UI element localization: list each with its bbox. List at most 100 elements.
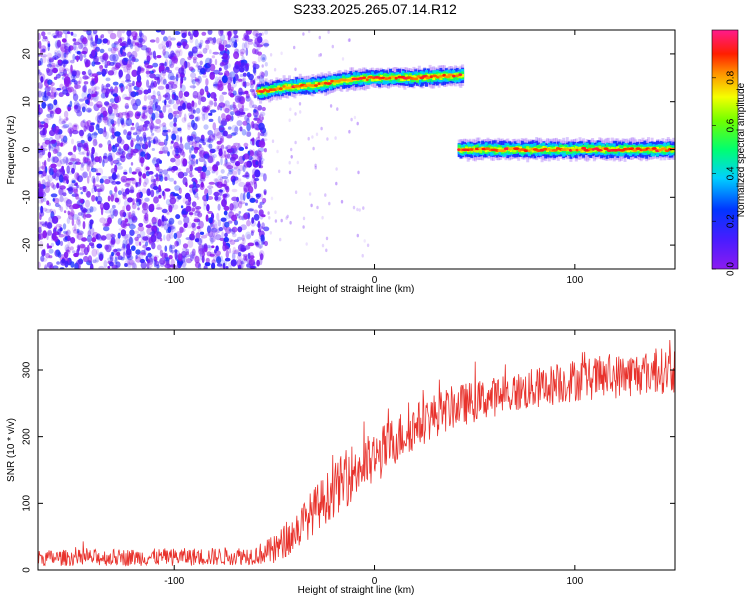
noise-speckle bbox=[49, 140, 56, 145]
noise-speckle bbox=[195, 232, 201, 239]
noise-speckle bbox=[238, 91, 246, 95]
noise-speckle bbox=[174, 185, 181, 191]
noise-speckle bbox=[146, 79, 150, 88]
noise-speckle bbox=[146, 136, 152, 140]
noise-speckle bbox=[130, 41, 137, 47]
noise-speckle bbox=[239, 111, 246, 115]
noise-speckle bbox=[130, 148, 134, 156]
noise-speckle bbox=[60, 52, 65, 59]
noise-speckle bbox=[42, 95, 49, 102]
noise-speckle bbox=[111, 180, 117, 185]
noise-speckle bbox=[65, 117, 69, 121]
noise-speckle bbox=[232, 101, 236, 106]
noise-speckle bbox=[38, 82, 43, 89]
noise-speckle bbox=[140, 158, 144, 167]
noise-speckle bbox=[56, 142, 62, 147]
noise-speckle bbox=[194, 136, 201, 143]
noise-speckle bbox=[52, 184, 56, 190]
noise-speckle bbox=[247, 195, 254, 200]
noise-speckle bbox=[227, 35, 231, 41]
noise-speckle bbox=[58, 72, 65, 76]
noise-speckle bbox=[152, 98, 159, 105]
noise-speckle bbox=[145, 70, 151, 75]
noise-speckle bbox=[126, 255, 132, 261]
noise-speckle bbox=[58, 134, 65, 139]
noise-speckle bbox=[241, 129, 247, 136]
noise-speckle bbox=[50, 81, 55, 87]
noise-speckle bbox=[53, 92, 57, 98]
noise-speckle bbox=[237, 101, 245, 110]
noise-speckle bbox=[117, 232, 121, 239]
noise-speckle bbox=[181, 117, 187, 123]
noise-speckle bbox=[116, 197, 121, 205]
noise-speckle bbox=[104, 68, 108, 74]
noise-speckle bbox=[173, 122, 177, 127]
noise-speckle bbox=[102, 85, 108, 90]
noise-speckle bbox=[203, 265, 208, 269]
noise-speckle bbox=[221, 198, 227, 208]
noise-speckle bbox=[214, 58, 218, 66]
noise-speckle bbox=[212, 122, 217, 131]
noise-speckle bbox=[182, 102, 186, 110]
noise-speckle bbox=[189, 172, 193, 178]
noise-speckle bbox=[212, 223, 218, 229]
noise-speckle bbox=[47, 151, 52, 159]
noise-speckle bbox=[64, 43, 71, 51]
noise-speckle bbox=[194, 210, 201, 216]
noise-speckle bbox=[71, 153, 77, 162]
noise-speckle bbox=[136, 192, 141, 199]
noise-speckle bbox=[66, 229, 71, 236]
noise-speckle bbox=[99, 178, 104, 184]
noise-speckle bbox=[274, 210, 277, 214]
noise-speckle bbox=[91, 194, 96, 202]
noise-speckle bbox=[83, 84, 87, 93]
noise-speckle bbox=[151, 159, 156, 163]
noise-speckle bbox=[42, 170, 47, 177]
noise-speckle bbox=[63, 210, 67, 214]
noise-speckle bbox=[81, 85, 87, 93]
noise-speckle bbox=[211, 55, 216, 59]
noise-speckle bbox=[127, 197, 133, 203]
noise-speckle bbox=[62, 123, 70, 129]
noise-speckle bbox=[190, 78, 194, 83]
noise-speckle bbox=[52, 148, 58, 154]
noise-speckle bbox=[302, 225, 305, 229]
noise-speckle bbox=[82, 221, 86, 230]
noise-speckle bbox=[62, 59, 69, 64]
noise-speckle bbox=[201, 234, 208, 239]
noise-speckle bbox=[66, 231, 69, 236]
noise-speckle bbox=[77, 175, 83, 183]
noise-speckle bbox=[125, 63, 132, 71]
noise-speckle bbox=[75, 70, 80, 79]
signal-peak bbox=[330, 79, 334, 83]
noise-speckle bbox=[151, 124, 159, 132]
noise-speckle bbox=[82, 150, 86, 155]
noise-speckle bbox=[41, 31, 46, 37]
noise-speckle bbox=[128, 211, 132, 220]
noise-speckle bbox=[264, 30, 268, 35]
noise-speckle bbox=[72, 53, 76, 61]
noise-speckle bbox=[202, 250, 206, 257]
noise-speckle bbox=[146, 227, 153, 236]
noise-speckle bbox=[211, 262, 216, 269]
noise-speckle bbox=[104, 64, 108, 69]
noise-speckle bbox=[198, 51, 203, 57]
noise-speckle bbox=[127, 262, 132, 268]
noise-speckle bbox=[68, 212, 75, 220]
noise-speckle bbox=[294, 112, 297, 116]
noise-speckle bbox=[207, 185, 214, 189]
noise-speckle bbox=[120, 86, 124, 93]
noise-speckle bbox=[75, 103, 81, 112]
noise-speckle bbox=[98, 253, 104, 261]
noise-speckle bbox=[213, 178, 218, 182]
noise-speckle bbox=[195, 107, 201, 114]
noise-speckle bbox=[223, 183, 229, 190]
noise-speckle bbox=[311, 135, 314, 139]
noise-speckle bbox=[278, 169, 281, 174]
noise-speckle bbox=[253, 209, 258, 214]
noise-speckle bbox=[121, 187, 124, 196]
noise-speckle bbox=[39, 153, 42, 158]
noise-speckle bbox=[92, 137, 98, 143]
noise-speckle bbox=[188, 112, 193, 117]
noise-speckle bbox=[73, 124, 78, 128]
